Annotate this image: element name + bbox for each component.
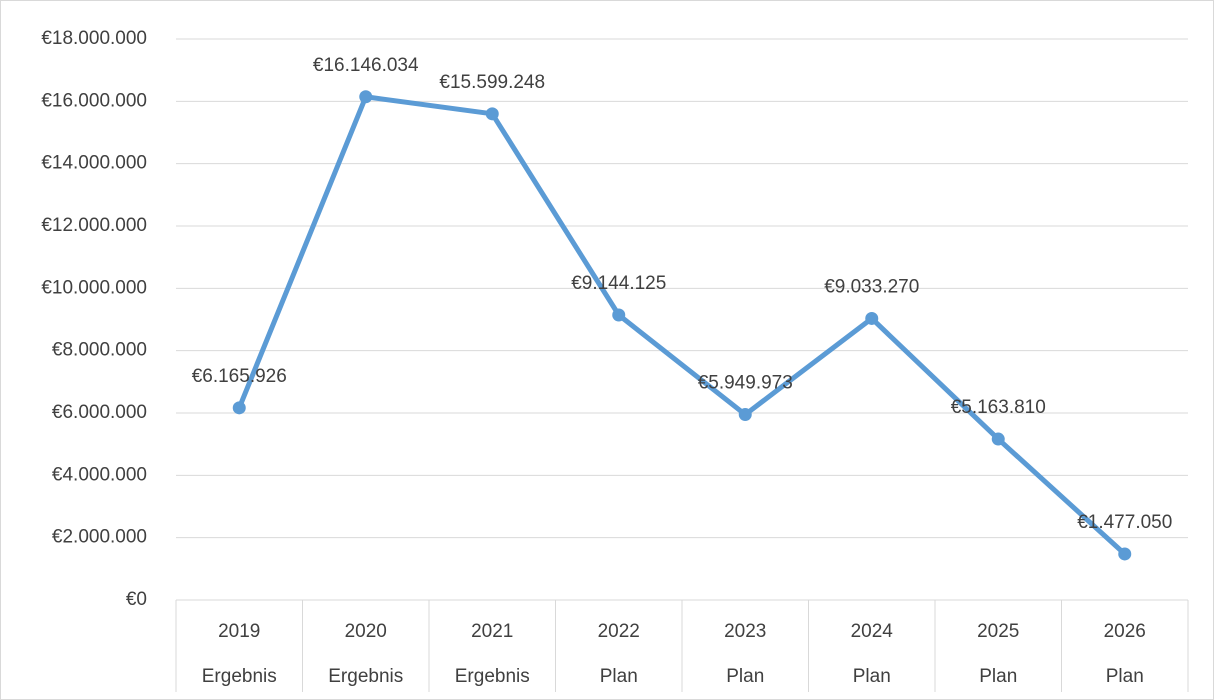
marker — [612, 308, 626, 322]
x-tick-label: 2025 — [977, 621, 1019, 642]
data-label: €16.146.034 — [313, 55, 419, 76]
x-subcategory-label: Ergebnis — [202, 666, 277, 687]
marker — [865, 311, 879, 325]
y-tick-label: €12.000.000 — [41, 215, 147, 236]
y-tick-label: €8.000.000 — [52, 340, 147, 361]
marker — [991, 432, 1005, 446]
x-subcategory-label: Plan — [853, 666, 891, 687]
data-label: €6.165.926 — [192, 366, 287, 387]
data-label: €5.949.973 — [698, 373, 793, 394]
y-tick-label: €16.000.000 — [41, 90, 147, 111]
data-label: €9.144.125 — [571, 273, 666, 294]
marker — [485, 107, 499, 121]
y-tick-label: €18.000.000 — [41, 28, 147, 49]
x-subcategory-label: Plan — [726, 666, 764, 687]
marker — [738, 408, 752, 422]
data-label: €9.033.270 — [824, 276, 919, 297]
x-subcategory-label: Plan — [979, 666, 1017, 687]
x-tick-label: 2022 — [598, 621, 640, 642]
x-tick-label: 2020 — [345, 621, 387, 642]
x-subcategory-label: Plan — [600, 666, 638, 687]
y-tick-label: €14.000.000 — [41, 153, 147, 174]
x-tick-label: 2019 — [218, 621, 260, 642]
x-subcategory-label: Ergebnis — [328, 666, 403, 687]
y-tick-label: €2.000.000 — [52, 527, 147, 548]
line — [236, 94, 1128, 557]
x-subcategory-label: Plan — [1106, 666, 1144, 687]
x-tick-label: 2021 — [471, 621, 513, 642]
data-label: €5.163.810 — [951, 397, 1046, 418]
x-tick-label: 2024 — [851, 621, 894, 642]
marker — [232, 401, 246, 415]
data-label: €1.477.050 — [1077, 512, 1172, 533]
marker — [359, 90, 373, 104]
marker — [1118, 547, 1132, 561]
x-subcategory-label: Ergebnis — [455, 666, 530, 687]
y-tick-label: €10.000.000 — [41, 277, 147, 298]
x-tick-label: 2023 — [724, 621, 766, 642]
y-tick-label: €6.000.000 — [52, 402, 147, 423]
data-label: €15.599.248 — [439, 72, 545, 93]
x-tick-label: 2026 — [1104, 621, 1146, 642]
y-tick-label: €4.000.000 — [52, 464, 147, 485]
y-tick-label: €0 — [126, 589, 147, 610]
